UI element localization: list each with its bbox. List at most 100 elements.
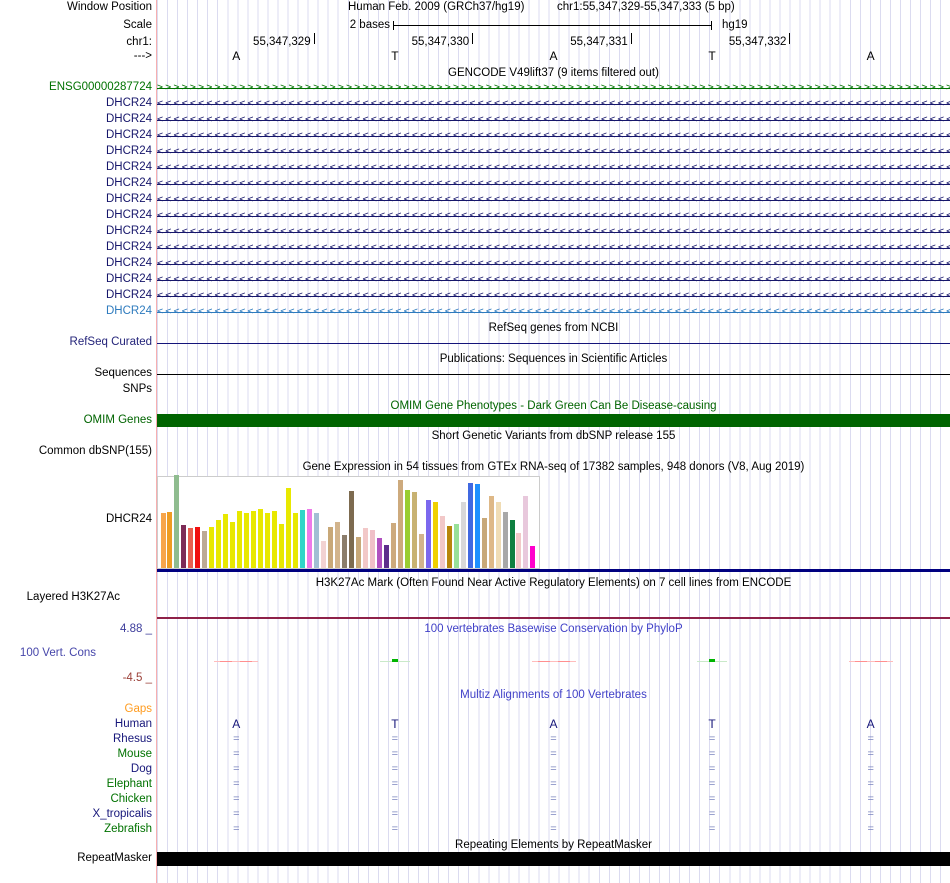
gtex-tissue-bar[interactable] (383, 545, 389, 568)
multiz-species-label[interactable]: Mouse (117, 748, 152, 760)
gtex-tissue-bar[interactable] (181, 525, 187, 568)
gtex-tissue-bar[interactable] (488, 496, 494, 568)
sequences-label[interactable]: Sequences (94, 367, 152, 379)
gtex-tissue-bar[interactable] (335, 522, 340, 568)
refseq-track-title[interactable]: RefSeq genes from NCBI (488, 322, 619, 334)
multiz-species-label[interactable]: Chicken (110, 793, 152, 805)
gtex-tissue-bar[interactable] (404, 490, 410, 568)
gtex-tissue-bar[interactable] (397, 480, 403, 568)
repeatmasker-track-title[interactable]: Repeating Elements by RepeatMasker (455, 839, 652, 851)
multiz-species-label[interactable]: Rhesus (113, 733, 152, 745)
gtex-tissue-bar[interactable] (321, 541, 327, 568)
gene-row-label[interactable]: DHCR24 (105, 273, 152, 285)
gtex-tissue-bar[interactable] (390, 523, 396, 568)
gtex-tissue-bar[interactable] (300, 510, 306, 568)
gtex-tissue-bar[interactable] (355, 537, 361, 568)
gtex-tissue-bar[interactable] (209, 527, 215, 568)
gtex-tissue-bar[interactable] (439, 516, 445, 568)
gtex-tissue-bar[interactable] (251, 511, 257, 568)
gtex-tissue-bar[interactable] (202, 531, 208, 568)
gene-row-label[interactable]: DHCR24 (105, 209, 152, 221)
gtex-tissue-bar[interactable] (174, 475, 180, 568)
gtex-tissue-bar[interactable] (453, 524, 459, 568)
gtex-tissue-bar[interactable] (432, 502, 438, 568)
gtex-tissue-bar[interactable] (530, 546, 536, 568)
gene-row[interactable]: <<<<<<<<<<<<<<<<<<<<<<<<<<<<<<<<<<<<<<<<… (157, 289, 950, 303)
gene-row-label[interactable]: DHCR24 (105, 113, 152, 125)
gtex-tissue-bar[interactable] (293, 513, 299, 568)
gene-row[interactable]: <<<<<<<<<<<<<<<<<<<<<<<<<<<<<<<<<<<<<<<<… (157, 305, 950, 319)
gtex-tissue-bar[interactable] (481, 518, 487, 568)
gtex-tissue-bar[interactable] (314, 513, 320, 568)
gene-row-label[interactable]: DHCR24 (105, 161, 152, 173)
dbsnp-track-title[interactable]: Short Genetic Variants from dbSNP releas… (431, 430, 676, 442)
gtex-tissue-bar[interactable] (160, 513, 166, 568)
gene-row[interactable]: <<<<<<<<<<<<<<<<<<<<<<<<<<<<<<<<<<<<<<<<… (157, 273, 950, 287)
refseq-curated-item-line[interactable] (157, 343, 950, 344)
gtex-tissue-bar[interactable] (328, 527, 334, 568)
gtex-tissue-bar[interactable] (369, 530, 375, 568)
publications-item-line[interactable] (157, 374, 950, 375)
omim-track-title[interactable]: OMIM Gene Phenotypes - Dark Green Can Be… (390, 400, 717, 412)
gene-row-label[interactable]: DHCR24 (105, 193, 152, 205)
gtex-tissue-bar[interactable] (418, 534, 424, 568)
repeatmasker-label[interactable]: RepeatMasker (77, 852, 152, 864)
gene-row[interactable]: <<<<<<<<<<<<<<<<<<<<<<<<<<<<<<<<<<<<<<<<… (157, 193, 950, 207)
gtex-tissue-bar[interactable] (411, 492, 417, 568)
omim-genes-label[interactable]: OMIM Genes (83, 414, 152, 426)
gene-row[interactable]: <<<<<<<<<<<<<<<<<<<<<<<<<<<<<<<<<<<<<<<<… (157, 257, 950, 271)
multiz-species-label[interactable]: Zebrafish (104, 823, 152, 835)
omim-genes-bar[interactable] (157, 414, 950, 427)
gtex-tissue-bar[interactable] (376, 538, 382, 568)
gtex-tissue-bar[interactable] (348, 491, 354, 568)
gene-row[interactable]: <<<<<<<<<<<<<<<<<<<<<<<<<<<<<<<<<<<<<<<<… (157, 145, 950, 159)
gene-row[interactable]: >>>>>>>>>>>>>>>>>>>>>>>>>>>>>>>>>>>>>>>>… (157, 81, 950, 95)
common-dbsnp-label[interactable]: Common dbSNP(155) (38, 445, 152, 457)
multiz-track-title[interactable]: Multiz Alignments of 100 Vertebrates (460, 689, 647, 701)
gtex-tissue-bar[interactable] (495, 502, 501, 568)
gtex-track-title[interactable]: Gene Expression in 54 tissues from GTEx … (302, 461, 805, 473)
gtex-tissue-bar[interactable] (509, 520, 515, 568)
gtex-tissue-bar[interactable] (272, 511, 278, 568)
gtex-tissue-bar[interactable] (216, 520, 222, 568)
gtex-tissue-bar[interactable] (516, 533, 522, 568)
gene-row[interactable]: <<<<<<<<<<<<<<<<<<<<<<<<<<<<<<<<<<<<<<<<… (157, 209, 950, 223)
snps-label[interactable]: SNPs (122, 383, 152, 395)
gtex-tissue-bar[interactable] (286, 488, 292, 568)
gtex-tissue-bar[interactable] (362, 528, 368, 568)
gtex-tissue-bar[interactable] (523, 496, 529, 568)
gtex-tissue-bar[interactable] (425, 500, 431, 568)
gene-row-label[interactable]: DHCR24 (105, 241, 152, 253)
phylop-track-label[interactable]: 100 Vert. Cons (19, 647, 96, 659)
gene-row[interactable]: <<<<<<<<<<<<<<<<<<<<<<<<<<<<<<<<<<<<<<<<… (157, 161, 950, 175)
gtex-tissue-bar[interactable] (244, 513, 250, 568)
gene-row[interactable]: <<<<<<<<<<<<<<<<<<<<<<<<<<<<<<<<<<<<<<<<… (157, 225, 950, 239)
gtex-tissue-bar[interactable] (307, 509, 313, 568)
gene-row-label[interactable]: DHCR24 (105, 305, 152, 317)
gtex-tissue-bar[interactable] (265, 513, 271, 568)
gtex-tissue-bar[interactable] (341, 535, 347, 568)
gene-row[interactable]: <<<<<<<<<<<<<<<<<<<<<<<<<<<<<<<<<<<<<<<<… (157, 113, 950, 127)
gtex-tissue-bar[interactable] (474, 484, 480, 568)
h3k27ac-track-title[interactable]: H3K27Ac Mark (Often Found Near Active Re… (315, 577, 792, 589)
gtex-tissue-bar[interactable] (195, 527, 201, 568)
gtex-tissue-bar[interactable] (230, 522, 236, 568)
gtex-tissue-bar[interactable] (223, 514, 229, 568)
phylop-track-title[interactable]: 100 vertebrates Basewise Conservation by… (424, 623, 683, 635)
gene-row-label[interactable]: DHCR24 (105, 145, 152, 157)
gtex-tissue-bar[interactable] (460, 502, 466, 568)
gtex-tissue-bar[interactable] (467, 483, 473, 568)
repeatmasker-bar[interactable] (157, 852, 950, 866)
gtex-tissue-bar[interactable] (446, 526, 452, 568)
gene-row-label[interactable]: DHCR24 (105, 225, 152, 237)
refseq-curated-label[interactable]: RefSeq Curated (69, 336, 152, 348)
gene-row[interactable]: <<<<<<<<<<<<<<<<<<<<<<<<<<<<<<<<<<<<<<<<… (157, 177, 950, 191)
gene-row-label[interactable]: DHCR24 (105, 289, 152, 301)
multiz-species-label[interactable]: Human (114, 718, 152, 730)
multiz-species-label[interactable]: Dog (130, 763, 152, 775)
multiz-species-label[interactable]: Elephant (106, 778, 152, 790)
h3k27ac-label[interactable]: Layered H3K27Ac (26, 591, 120, 603)
gene-row-label[interactable]: DHCR24 (105, 177, 152, 189)
gencode-track-title[interactable]: GENCODE V49lift37 (9 items filtered out) (448, 67, 659, 79)
gene-row[interactable]: <<<<<<<<<<<<<<<<<<<<<<<<<<<<<<<<<<<<<<<<… (157, 241, 950, 255)
